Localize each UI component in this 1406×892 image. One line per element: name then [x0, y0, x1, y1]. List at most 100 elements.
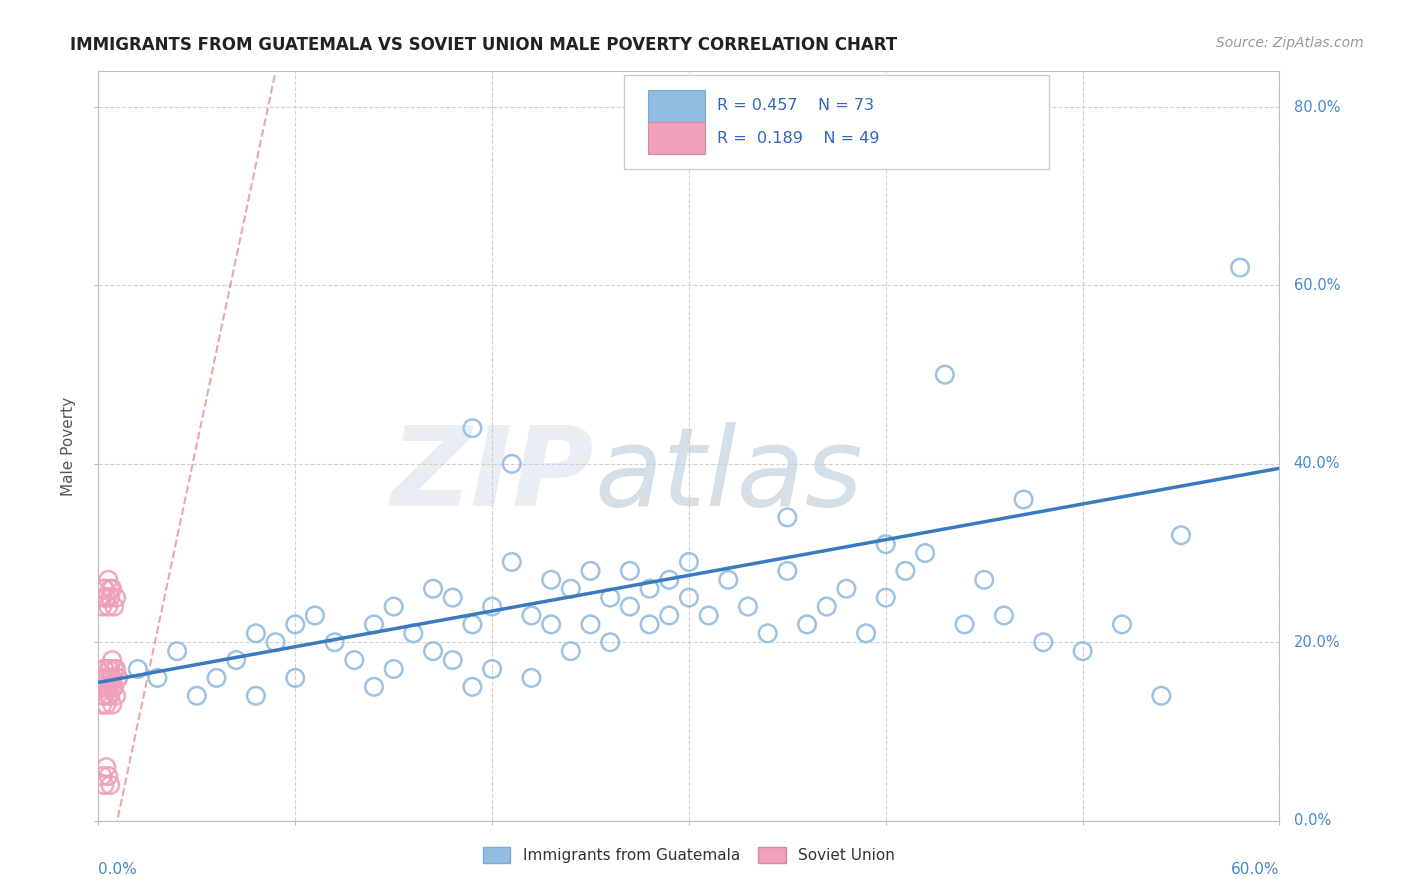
- Point: [658, 608, 681, 623]
- Point: [855, 626, 877, 640]
- Point: [225, 653, 247, 667]
- Point: [127, 662, 149, 676]
- Point: [501, 457, 523, 471]
- Point: [98, 591, 121, 605]
- Point: [245, 689, 267, 703]
- Point: [91, 591, 114, 605]
- Point: [560, 644, 582, 658]
- Point: [93, 662, 115, 676]
- Point: [934, 368, 956, 382]
- Point: [1111, 617, 1133, 632]
- Point: [540, 617, 562, 632]
- Point: [284, 617, 307, 632]
- Point: [993, 608, 1015, 623]
- Text: 0.0%: 0.0%: [98, 862, 138, 877]
- Text: 60.0%: 60.0%: [1232, 862, 1279, 877]
- Point: [93, 680, 115, 694]
- Point: [717, 573, 740, 587]
- Point: [105, 591, 128, 605]
- Point: [619, 599, 641, 614]
- Point: [93, 662, 115, 676]
- Point: [422, 644, 444, 658]
- Point: [1150, 689, 1173, 703]
- Point: [579, 617, 602, 632]
- Point: [776, 564, 799, 578]
- Point: [97, 689, 120, 703]
- Point: [619, 564, 641, 578]
- Point: [98, 689, 121, 703]
- Point: [97, 680, 120, 694]
- Point: [186, 689, 208, 703]
- Point: [101, 680, 124, 694]
- Point: [105, 662, 128, 676]
- Point: [501, 555, 523, 569]
- Point: [91, 671, 114, 685]
- Point: [776, 510, 799, 524]
- FancyBboxPatch shape: [624, 75, 1049, 169]
- Point: [107, 671, 129, 685]
- Text: Source: ZipAtlas.com: Source: ZipAtlas.com: [1216, 36, 1364, 50]
- Point: [441, 591, 464, 605]
- Point: [98, 671, 121, 685]
- Point: [93, 582, 115, 596]
- Point: [93, 689, 115, 703]
- Point: [461, 617, 484, 632]
- Point: [835, 582, 858, 596]
- Point: [98, 671, 121, 685]
- Point: [422, 582, 444, 596]
- Text: atlas: atlas: [595, 423, 863, 530]
- Point: [1229, 260, 1251, 275]
- Point: [461, 680, 484, 694]
- Point: [402, 626, 425, 640]
- Point: [103, 680, 125, 694]
- Text: 80.0%: 80.0%: [1294, 100, 1340, 114]
- Point: [638, 582, 661, 596]
- Point: [461, 421, 484, 435]
- Point: [638, 617, 661, 632]
- Text: ZIP: ZIP: [391, 423, 595, 530]
- Point: [540, 573, 562, 587]
- Point: [97, 599, 120, 614]
- FancyBboxPatch shape: [648, 90, 706, 121]
- Point: [101, 582, 124, 596]
- Point: [205, 671, 228, 685]
- Point: [96, 591, 118, 605]
- Point: [284, 671, 307, 685]
- Point: [97, 573, 120, 587]
- Point: [323, 635, 346, 649]
- Text: 20.0%: 20.0%: [1294, 635, 1340, 649]
- Point: [101, 671, 124, 685]
- Point: [304, 608, 326, 623]
- Point: [363, 680, 385, 694]
- Text: R =  0.189    N = 49: R = 0.189 N = 49: [717, 130, 880, 145]
- Text: R = 0.457    N = 73: R = 0.457 N = 73: [717, 98, 875, 113]
- Text: 40.0%: 40.0%: [1294, 457, 1340, 471]
- Point: [914, 546, 936, 560]
- Point: [658, 573, 681, 587]
- Point: [96, 591, 118, 605]
- Point: [97, 769, 120, 783]
- Point: [98, 582, 121, 596]
- Point: [103, 680, 125, 694]
- Point: [973, 573, 995, 587]
- Point: [1012, 492, 1035, 507]
- Point: [93, 778, 115, 792]
- Point: [103, 662, 125, 676]
- Point: [98, 662, 121, 676]
- Point: [894, 564, 917, 578]
- Point: [678, 591, 700, 605]
- Point: [96, 671, 118, 685]
- Point: [875, 591, 897, 605]
- Point: [93, 582, 115, 596]
- Point: [441, 653, 464, 667]
- Legend: Immigrants from Guatemala, Soviet Union: Immigrants from Guatemala, Soviet Union: [477, 841, 901, 869]
- Point: [97, 680, 120, 694]
- Point: [96, 698, 118, 712]
- Point: [107, 671, 129, 685]
- Point: [1170, 528, 1192, 542]
- Point: [101, 698, 124, 712]
- Point: [105, 689, 128, 703]
- Point: [756, 626, 779, 640]
- Text: IMMIGRANTS FROM GUATEMALA VS SOVIET UNION MALE POVERTY CORRELATION CHART: IMMIGRANTS FROM GUATEMALA VS SOVIET UNIO…: [70, 36, 897, 54]
- Point: [815, 599, 838, 614]
